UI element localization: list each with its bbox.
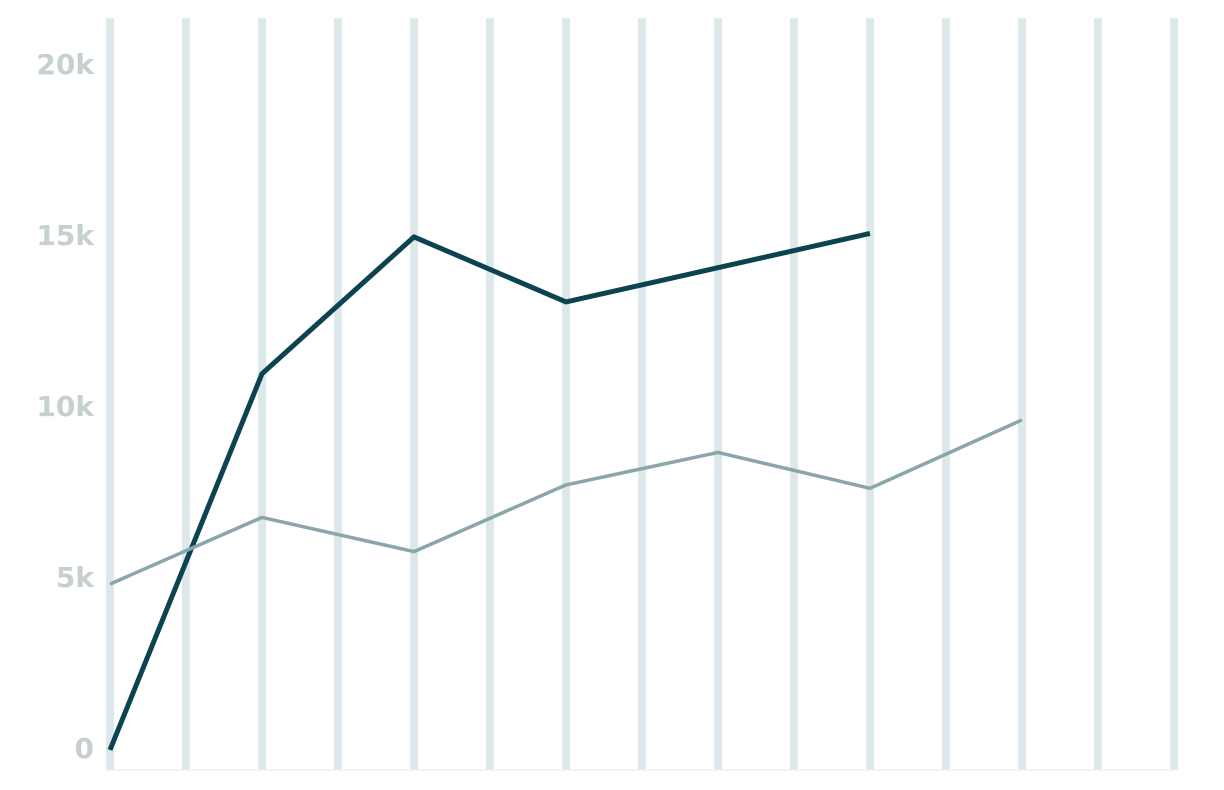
y-tick-label: 10k	[36, 390, 95, 423]
y-tick-label: 0	[75, 732, 94, 765]
series-line	[107, 231, 871, 751]
series-line	[109, 418, 1023, 586]
y-tick-label: 20k	[36, 48, 95, 81]
y-tick-label: 15k	[36, 219, 95, 252]
y-tick-label: 5k	[56, 561, 95, 594]
